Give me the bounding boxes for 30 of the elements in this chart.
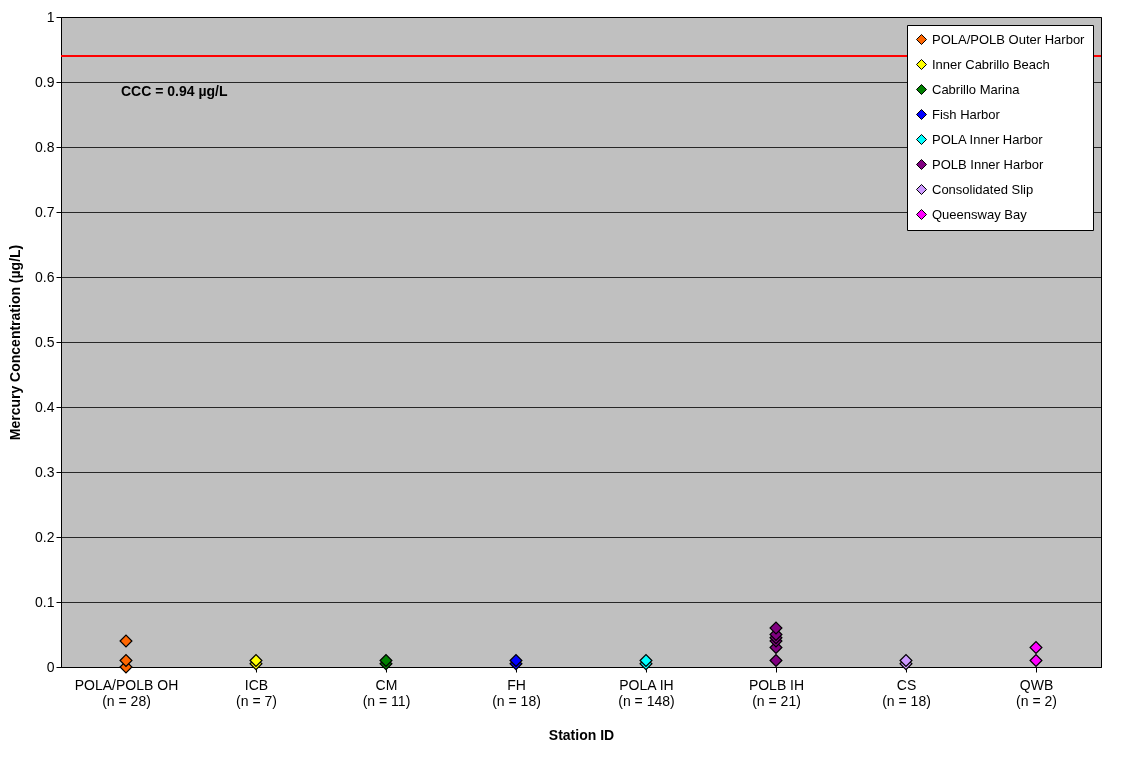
y-tick-label: 0.1 (35, 593, 55, 610)
legend-label: Cabrillo Marina (932, 81, 1021, 97)
y-tick-label: 0.2 (35, 528, 55, 545)
legend-label: Queensway Bay (932, 206, 1028, 222)
y-tick-label: 0.9 (35, 73, 55, 90)
legend-label: Fish Harbor (932, 106, 1001, 122)
legend-label: POLA/POLB Outer Harbor (932, 31, 1086, 47)
y-tick-label: 1 (46, 8, 55, 25)
y-tick-label: 0.4 (35, 398, 55, 415)
y-tick-label: 0.8 (35, 138, 55, 155)
x-axis-title: Station ID (548, 726, 615, 743)
x-tick-label: CS (n = 18) (882, 676, 931, 709)
y-tick-label: 0.3 (35, 463, 55, 480)
x-tick-label: POLB IH (n = 21) (748, 676, 805, 709)
legend-label: POLB Inner Harbor (932, 156, 1044, 172)
ref-line-label: CCC = 0.94 µg/L (121, 83, 228, 99)
y-tick-label: 0.7 (35, 203, 55, 220)
legend-label: Inner Cabrillo Beach (932, 56, 1050, 72)
legend-label: Consolidated Slip (932, 181, 1034, 197)
x-tick-label: FH (n = 18) (492, 676, 541, 709)
y-tick-label: 0.6 (35, 268, 55, 285)
y-axis-title: Mercury Concentration (µg/L) (7, 244, 24, 441)
y-tick-label: 0 (46, 658, 55, 675)
x-tick-label: ICB (n = 7) (236, 676, 277, 709)
x-tick-label: QWB (n = 2) (1016, 676, 1057, 709)
x-tick-label: POLA/POLB OH (n = 28) (74, 676, 179, 709)
x-tick-label: CM (n = 11) (362, 676, 411, 709)
y-tick-label: 0.5 (35, 333, 55, 350)
legend-label: POLA Inner Harbor (932, 131, 1044, 147)
x-tick-label: POLA IH (n = 148) (618, 676, 675, 709)
